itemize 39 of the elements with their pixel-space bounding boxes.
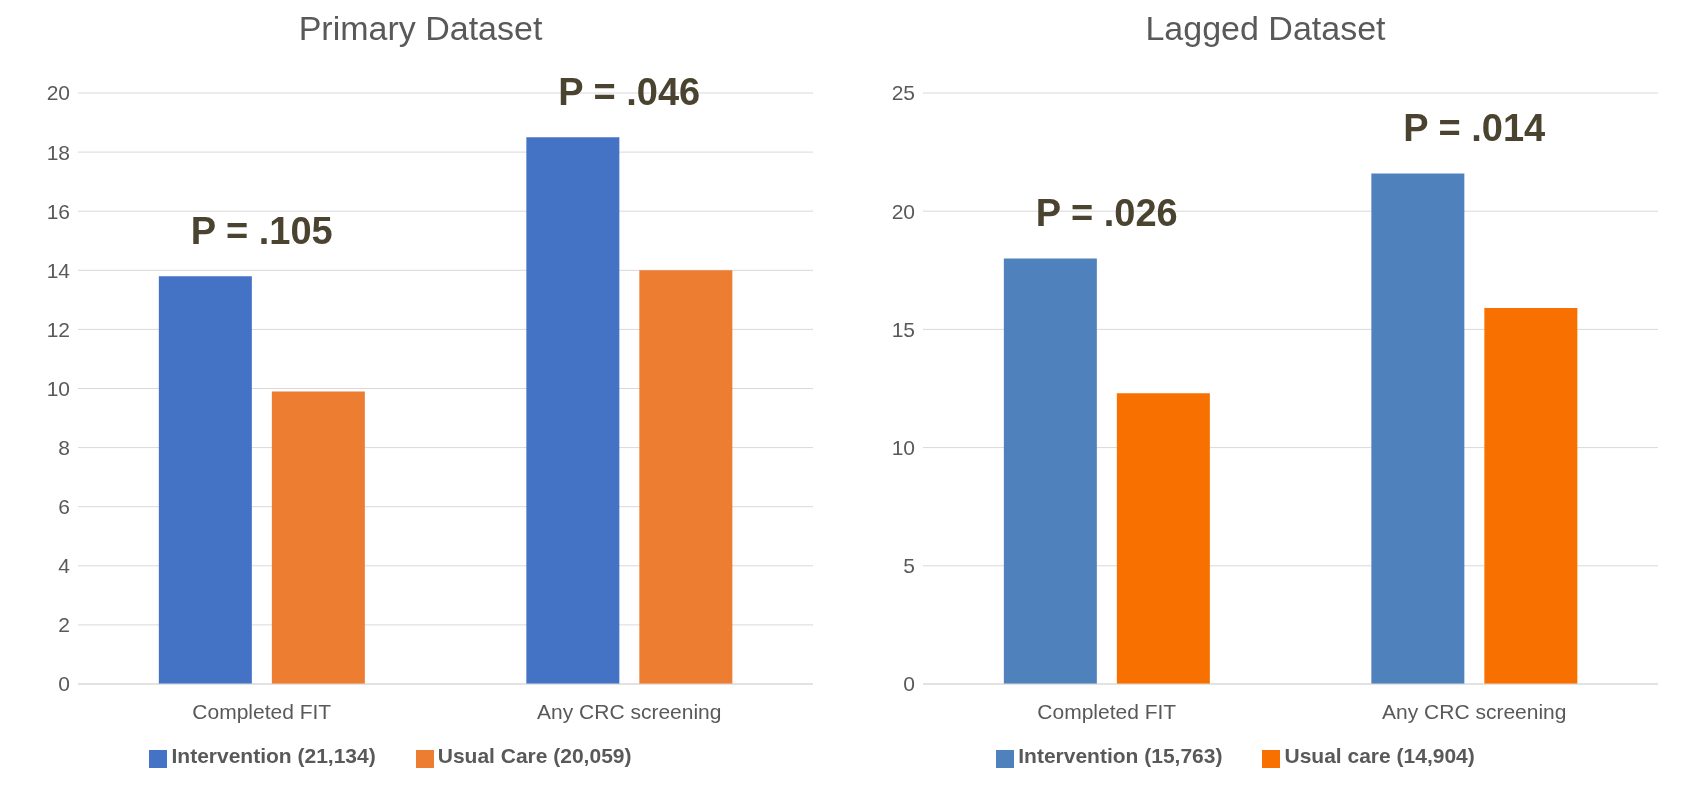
y-tick-label: 10 [46, 376, 70, 400]
y-tick-label: 0 [58, 672, 70, 696]
y-tick-label: 5 [903, 554, 915, 578]
bar [158, 276, 252, 684]
bar [1371, 173, 1465, 684]
y-tick-label: 20 [891, 199, 915, 223]
y-tick-label: 16 [46, 199, 70, 223]
bar [526, 137, 620, 684]
y-tick-label: 12 [46, 317, 70, 341]
annotation: P = .105 [190, 210, 333, 253]
chart-title: Primary Dataset [297, 8, 544, 48]
y-tick-label: 8 [58, 436, 70, 460]
legend-label: Intervention (15,763) [1018, 744, 1223, 767]
bar [1116, 393, 1210, 684]
legend-label: Usual Care (20,059) [437, 744, 632, 767]
bar [271, 391, 365, 684]
y-tick-label: 20 [46, 81, 70, 105]
bar [639, 270, 733, 684]
x-tick-label: Completed FIT [1037, 699, 1177, 723]
y-tick-label: 0 [903, 672, 915, 696]
x-tick-label: Any CRC screening [1382, 699, 1567, 723]
bar [1003, 258, 1097, 684]
annotation: P = .014 [1403, 107, 1546, 150]
legend-label: Usual care (14,904) [1284, 744, 1475, 767]
annotation: P = .026 [1035, 192, 1178, 235]
x-tick-label: Any CRC screening [537, 699, 722, 723]
annotation: P = .046 [558, 71, 701, 114]
y-tick-label: 6 [58, 495, 70, 519]
y-tick-label: 18 [46, 140, 70, 164]
x-tick-label: Completed FIT [192, 699, 332, 723]
chart-title: Lagged Dataset [1144, 8, 1387, 48]
y-tick-label: 14 [46, 258, 71, 282]
bar [1484, 308, 1578, 684]
y-tick-label: 10 [891, 436, 915, 460]
y-tick-label: 15 [891, 317, 915, 341]
y-tick-label: 2 [58, 613, 70, 637]
y-tick-label: 4 [58, 554, 71, 578]
y-tick-label: 25 [891, 81, 915, 105]
legend-label: Intervention (21,134) [171, 744, 376, 767]
